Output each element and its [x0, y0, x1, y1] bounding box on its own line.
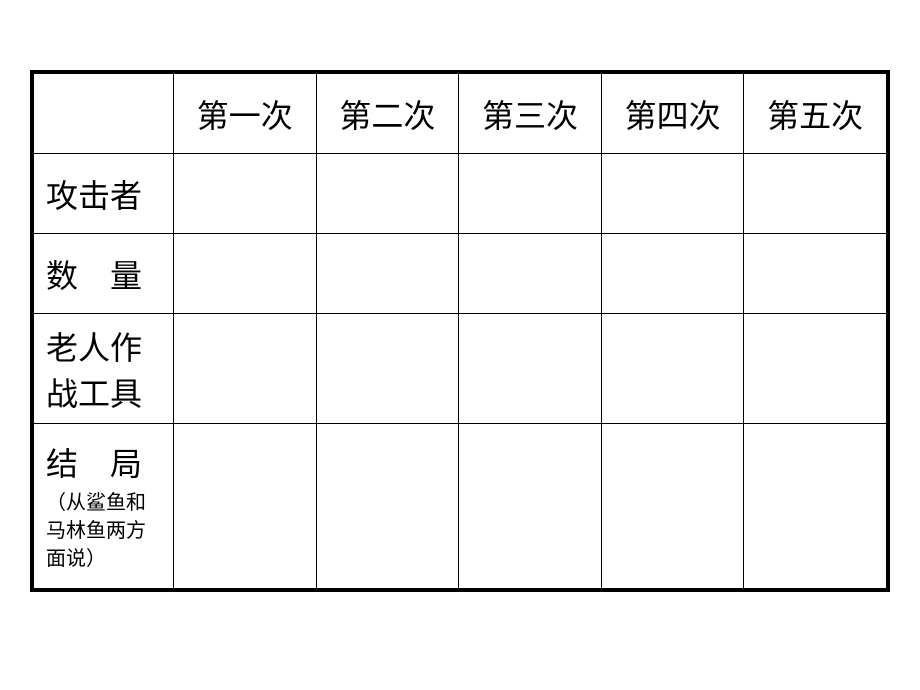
header-col-4: 第四次	[601, 74, 744, 154]
cell-attacker-3	[459, 154, 602, 234]
header-empty	[34, 74, 174, 154]
cell-outcome-2	[316, 424, 459, 589]
outcome-sub-label: （从鲨鱼和马林鱼两方面说）	[46, 489, 163, 573]
row-label-outcome: 结 局 （从鲨鱼和马林鱼两方面说）	[34, 424, 174, 589]
table-row-tools: 老人作战工具	[34, 314, 887, 424]
row-label-attacker: 攻击者	[34, 154, 174, 234]
table-row-quantity: 数 量	[34, 234, 887, 314]
cell-outcome-3	[459, 424, 602, 589]
row-label-quantity: 数 量	[34, 234, 174, 314]
cell-tools-5	[744, 314, 887, 424]
analysis-table-container: 第一次 第二次 第三次 第四次 第五次 攻击者 数 量	[30, 70, 890, 592]
header-col-2: 第二次	[316, 74, 459, 154]
cell-tools-1	[174, 314, 317, 424]
cell-tools-3	[459, 314, 602, 424]
header-col-3: 第三次	[459, 74, 602, 154]
row-label-tools: 老人作战工具	[34, 314, 174, 424]
cell-attacker-1	[174, 154, 317, 234]
analysis-table: 第一次 第二次 第三次 第四次 第五次 攻击者 数 量	[33, 73, 887, 589]
header-col-1: 第一次	[174, 74, 317, 154]
cell-quantity-4	[601, 234, 744, 314]
table-header-row: 第一次 第二次 第三次 第四次 第五次	[34, 74, 887, 154]
table-row-attacker: 攻击者	[34, 154, 887, 234]
cell-quantity-3	[459, 234, 602, 314]
outcome-main-label: 结 局	[46, 439, 163, 485]
cell-outcome-5	[744, 424, 887, 589]
cell-outcome-1	[174, 424, 317, 589]
cell-outcome-4	[601, 424, 744, 589]
cell-attacker-5	[744, 154, 887, 234]
cell-quantity-2	[316, 234, 459, 314]
cell-tools-4	[601, 314, 744, 424]
cell-tools-2	[316, 314, 459, 424]
cell-attacker-2	[316, 154, 459, 234]
cell-quantity-1	[174, 234, 317, 314]
header-col-5: 第五次	[744, 74, 887, 154]
cell-attacker-4	[601, 154, 744, 234]
table-row-outcome: 结 局 （从鲨鱼和马林鱼两方面说）	[34, 424, 887, 589]
cell-quantity-5	[744, 234, 887, 314]
